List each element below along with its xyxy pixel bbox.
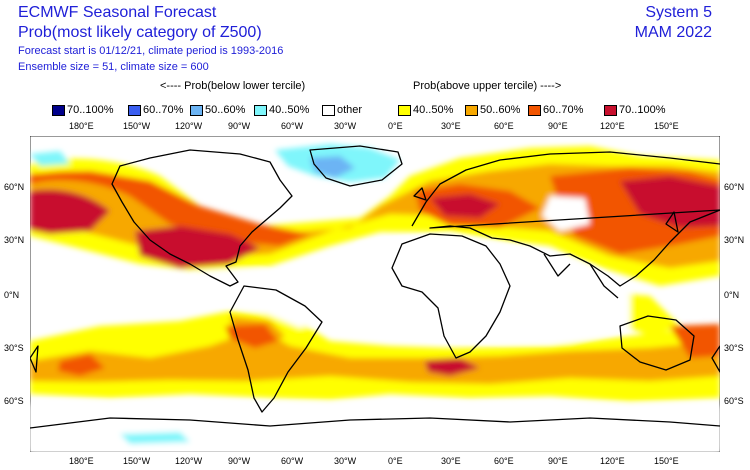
legend-above-header: Prob(above upper tercile) ---->	[413, 80, 562, 92]
page-subtitle: Prob(most likely category of Z500)	[18, 24, 262, 41]
longitude-label: 30°W	[334, 121, 357, 131]
longitude-label: 120°E	[600, 121, 625, 131]
legend-item: 60..70%	[528, 103, 583, 117]
ensemble-size-info: Ensemble size = 51, climate size = 600	[18, 61, 209, 73]
longitude-label: 30°E	[441, 121, 461, 131]
system-label: System 5	[645, 4, 712, 21]
legend-label: 40..50%	[413, 104, 454, 116]
page-title: ECMWF Seasonal Forecast	[18, 4, 217, 21]
legend-label: 70..100%	[619, 104, 666, 116]
longitude-label: 150°E	[654, 456, 679, 466]
legend-swatch	[398, 104, 411, 116]
longitude-label: 150°W	[123, 456, 151, 466]
legend-label: other	[337, 104, 363, 116]
longitude-label: 30°W	[334, 456, 357, 466]
latitude-label: 0°N	[724, 290, 740, 300]
longitude-label: 60°E	[494, 121, 514, 131]
longitude-label: 150°E	[654, 121, 679, 131]
legend-item: 70..100%	[604, 103, 665, 117]
legend-label: 60..70%	[543, 104, 584, 116]
latitude-label: 60°S	[724, 396, 744, 406]
latitude-label: 0°N	[4, 290, 20, 300]
legend-label: 40..50%	[269, 104, 310, 116]
legend-item: 70..100%	[52, 103, 113, 117]
legend-label: 60..70%	[143, 104, 184, 116]
legend-swatch	[604, 104, 617, 116]
legend-swatch	[322, 104, 335, 116]
longitude-label: 90°W	[228, 121, 251, 131]
legend-swatch	[465, 104, 478, 116]
longitude-label: 0°E	[388, 121, 403, 131]
probability-map	[30, 136, 720, 452]
legend-item: 50..60%	[190, 103, 245, 117]
longitude-label: 90°E	[548, 121, 568, 131]
longitude-label: 90°E	[548, 456, 568, 466]
longitude-label: 60°W	[281, 456, 304, 466]
coastlines	[30, 145, 720, 429]
longitude-label: 120°E	[600, 456, 625, 466]
legend-label: 50..60%	[480, 104, 521, 116]
longitude-label: 120°W	[175, 456, 203, 466]
longitude-label: 180°E	[69, 456, 94, 466]
latitude-label: 60°N	[4, 182, 25, 192]
season-label: MAM 2022	[634, 24, 712, 41]
longitude-label: 180°E	[69, 121, 94, 131]
probability-shading	[30, 144, 720, 452]
latitude-label: 60°S	[4, 396, 24, 406]
latitude-label: 30°S	[724, 343, 744, 353]
longitude-label: 150°W	[123, 121, 151, 131]
forecast-start-info: Forecast start is 01/12/21, climate peri…	[18, 45, 284, 57]
longitude-label: 0°E	[388, 456, 403, 466]
legend-label: 50..60%	[205, 104, 246, 116]
legend-item: 40..50%	[254, 103, 309, 117]
legend-swatch	[128, 104, 141, 116]
longitude-label: 60°E	[494, 456, 514, 466]
latitude-label: 60°N	[724, 182, 745, 192]
longitude-label: 60°W	[281, 121, 304, 131]
longitude-label: 30°E	[441, 456, 461, 466]
legend-item: other	[322, 103, 362, 117]
legend-below-header: <---- Prob(below lower tercile)	[160, 80, 306, 92]
legend-swatch	[528, 104, 541, 116]
longitude-label: 120°W	[175, 121, 203, 131]
legend-swatch	[190, 104, 203, 116]
latitude-label: 30°N	[4, 235, 25, 245]
legend-item: 60..70%	[128, 103, 183, 117]
legend-item: 50..60%	[465, 103, 520, 117]
longitude-label: 90°W	[228, 456, 251, 466]
latitude-label: 30°S	[4, 343, 24, 353]
latitude-label: 30°N	[724, 235, 745, 245]
legend-label: 70..100%	[67, 104, 114, 116]
legend-item: 40..50%	[398, 103, 453, 117]
legend-swatch	[254, 104, 267, 116]
legend-swatch	[52, 104, 65, 116]
